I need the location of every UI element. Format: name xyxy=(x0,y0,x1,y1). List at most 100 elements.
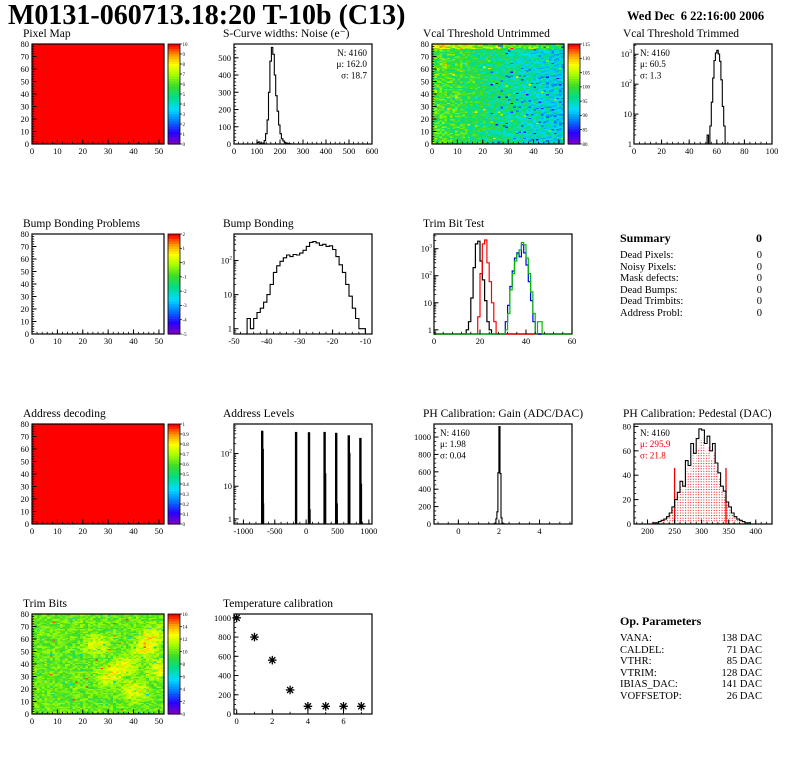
op-parameter-label: CALDEL: xyxy=(620,644,665,656)
svg-text:40: 40 xyxy=(21,89,30,99)
svg-text:μ: 295.9: μ: 295.9 xyxy=(640,439,671,449)
summary-row-label: Dead Pixels: xyxy=(620,250,674,261)
svg-text:0: 0 xyxy=(30,146,34,156)
svg-text:-10: -10 xyxy=(360,336,371,346)
svg-text:30: 30 xyxy=(21,672,30,682)
svg-text:40: 40 xyxy=(21,469,30,479)
svg-text:0.2: 0.2 xyxy=(183,503,190,508)
summary-row-label: Address Probl: xyxy=(620,307,683,319)
chart-title: PH Calibration: Gain (ADC/DAC) xyxy=(423,408,584,420)
svg-text:σ: 21.8: σ: 21.8 xyxy=(640,450,666,460)
svg-text:50: 50 xyxy=(155,716,164,726)
svg-text:-5: -5 xyxy=(183,333,188,338)
svg-text:0: 0 xyxy=(232,146,236,156)
svg-text:400: 400 xyxy=(218,70,231,80)
svg-text:30: 30 xyxy=(104,336,113,346)
svg-text:103: 103 xyxy=(621,49,633,59)
op-parameter-label: VTHR: xyxy=(620,656,652,668)
summary-row-label: Dead Bumps: xyxy=(620,284,678,296)
svg-text:30: 30 xyxy=(21,292,30,302)
svg-text:50: 50 xyxy=(21,77,30,87)
op-parameter-row: IBIAS_DAC: 141 DAC xyxy=(620,679,762,691)
svg-text:6: 6 xyxy=(183,83,186,88)
svg-text:10: 10 xyxy=(21,697,30,707)
svg-text:1000: 1000 xyxy=(414,432,431,442)
svg-text:14: 14 xyxy=(183,625,189,630)
svg-text:0: 0 xyxy=(456,526,460,536)
svg-text:10: 10 xyxy=(224,290,233,300)
svg-text:10: 10 xyxy=(421,127,430,137)
svg-text:40: 40 xyxy=(129,146,138,156)
svg-text:10: 10 xyxy=(53,146,62,156)
summary-row: Dead Trimbits: 0 xyxy=(620,296,762,308)
summary-panel: Summary 0 Dead Pixels: 0 Noisy Pixels: 0 M… xyxy=(620,231,762,320)
svg-text:800: 800 xyxy=(418,449,431,459)
summary-row-value: 0 xyxy=(756,284,762,296)
op-parameter-value: 141 DAC xyxy=(721,679,762,691)
svg-text:1: 1 xyxy=(228,514,232,524)
svg-text:0: 0 xyxy=(25,519,29,529)
svg-text:100: 100 xyxy=(766,146,779,156)
svg-text:100: 100 xyxy=(218,122,231,132)
svg-text:400: 400 xyxy=(320,146,333,156)
pixel-map-plot: 0 10 20 30 40 50 0 10 20 30 40 50 60 70 80 10 9 8 7 6 5 4 3 2 1 0 xyxy=(4,41,200,161)
svg-text:-1000: -1000 xyxy=(233,526,253,536)
summary-row-value: 0 xyxy=(756,261,762,273)
svg-text:40: 40 xyxy=(685,146,694,156)
summary-row-label: Mask defects: xyxy=(620,273,679,285)
svg-text:30: 30 xyxy=(104,526,113,536)
svg-text:105: 105 xyxy=(583,71,591,76)
svg-text:10: 10 xyxy=(21,317,30,327)
chart-cell-address-decoding: Address decoding 0 10 20 30 40 50 0 10 20 30 40 50 6… xyxy=(4,408,200,541)
svg-text:2: 2 xyxy=(183,123,186,128)
op-parameters-heading-label: Op. Parameters xyxy=(620,614,702,628)
svg-text:200: 200 xyxy=(218,105,231,115)
svg-text:40: 40 xyxy=(623,470,632,480)
op-parameter-row: CALDEL: 71 DAC xyxy=(620,645,762,657)
svg-text:50: 50 xyxy=(421,77,430,87)
svg-text:300: 300 xyxy=(297,146,310,156)
temperature-calibration-plot: 0 2 4 6 0 200 400 600 800 1000 xyxy=(204,611,400,731)
svg-text:80: 80 xyxy=(21,231,30,239)
svg-text:1: 1 xyxy=(428,325,432,335)
chart-cell-ph-gain: PH Calibration: Gain (ADC/DAC) 0 2 4 0 200 40… xyxy=(404,408,600,541)
svg-text:400: 400 xyxy=(749,526,762,536)
svg-text:20: 20 xyxy=(21,304,30,314)
svg-text:400: 400 xyxy=(418,484,431,494)
svg-text:2: 2 xyxy=(497,526,501,536)
svg-text:300: 300 xyxy=(218,87,231,97)
bump-bonding-problems-plot: 0 10 20 30 40 50 0 10 20 30 40 50 60 70 80 2 1 0 -1 -2 -3 -4-… xyxy=(4,231,200,351)
svg-text:60: 60 xyxy=(21,444,30,454)
svg-text:40: 40 xyxy=(129,716,138,726)
svg-text:30: 30 xyxy=(421,102,430,112)
svg-text:40: 40 xyxy=(421,89,430,99)
summary-row: Address Probl: 0 xyxy=(620,308,762,320)
svg-text:30: 30 xyxy=(21,482,30,492)
svg-text:500: 500 xyxy=(331,526,344,536)
svg-text:0: 0 xyxy=(227,139,231,149)
chart-cell-trim-bits: Trim Bits 0 10 20 30 40 50 0 10 20 30 40 50 60 70 80 16… xyxy=(4,598,200,731)
svg-text:0.3: 0.3 xyxy=(183,493,190,498)
svg-text:40: 40 xyxy=(21,659,30,669)
svg-text:0: 0 xyxy=(183,713,186,718)
svg-text:110: 110 xyxy=(583,57,591,62)
svg-text:3: 3 xyxy=(183,113,186,118)
ph-pedestal-plot: 200 250 300 350 400 0 20 40 60 80 N: 4160 μ: 295.9 σ… xyxy=(604,421,796,541)
vcal-untrimmed-plot: 0 10 20 30 40 50 0 10 20 30 40 50 60 70 80 115 110 105 100… xyxy=(404,41,600,161)
chart-cell-pixel-map: Pixel Map 0 10 20 30 40 50 0 10 20 30 40 50 60 70 80 10… xyxy=(4,28,200,161)
svg-text:0.5: 0.5 xyxy=(183,473,190,478)
svg-text:20: 20 xyxy=(79,336,88,346)
bump-bonding-plot: -50 -40 -30 -20 -10 1 10 102 xyxy=(204,231,400,351)
svg-text:6: 6 xyxy=(183,675,186,680)
svg-text:60: 60 xyxy=(623,446,632,456)
svg-text:μ: 162.0: μ: 162.0 xyxy=(337,59,368,69)
svg-text:85: 85 xyxy=(583,129,589,134)
svg-text:100: 100 xyxy=(251,146,264,156)
svg-text:0: 0 xyxy=(25,329,29,339)
summary-row: Dead Bumps: 0 xyxy=(620,285,762,297)
svg-text:50: 50 xyxy=(21,267,30,277)
svg-text:40: 40 xyxy=(129,526,138,536)
svg-text:1: 1 xyxy=(183,247,186,252)
svg-text:μ: 60.5: μ: 60.5 xyxy=(640,59,666,69)
op-parameter-value: 138 DAC xyxy=(721,633,762,644)
